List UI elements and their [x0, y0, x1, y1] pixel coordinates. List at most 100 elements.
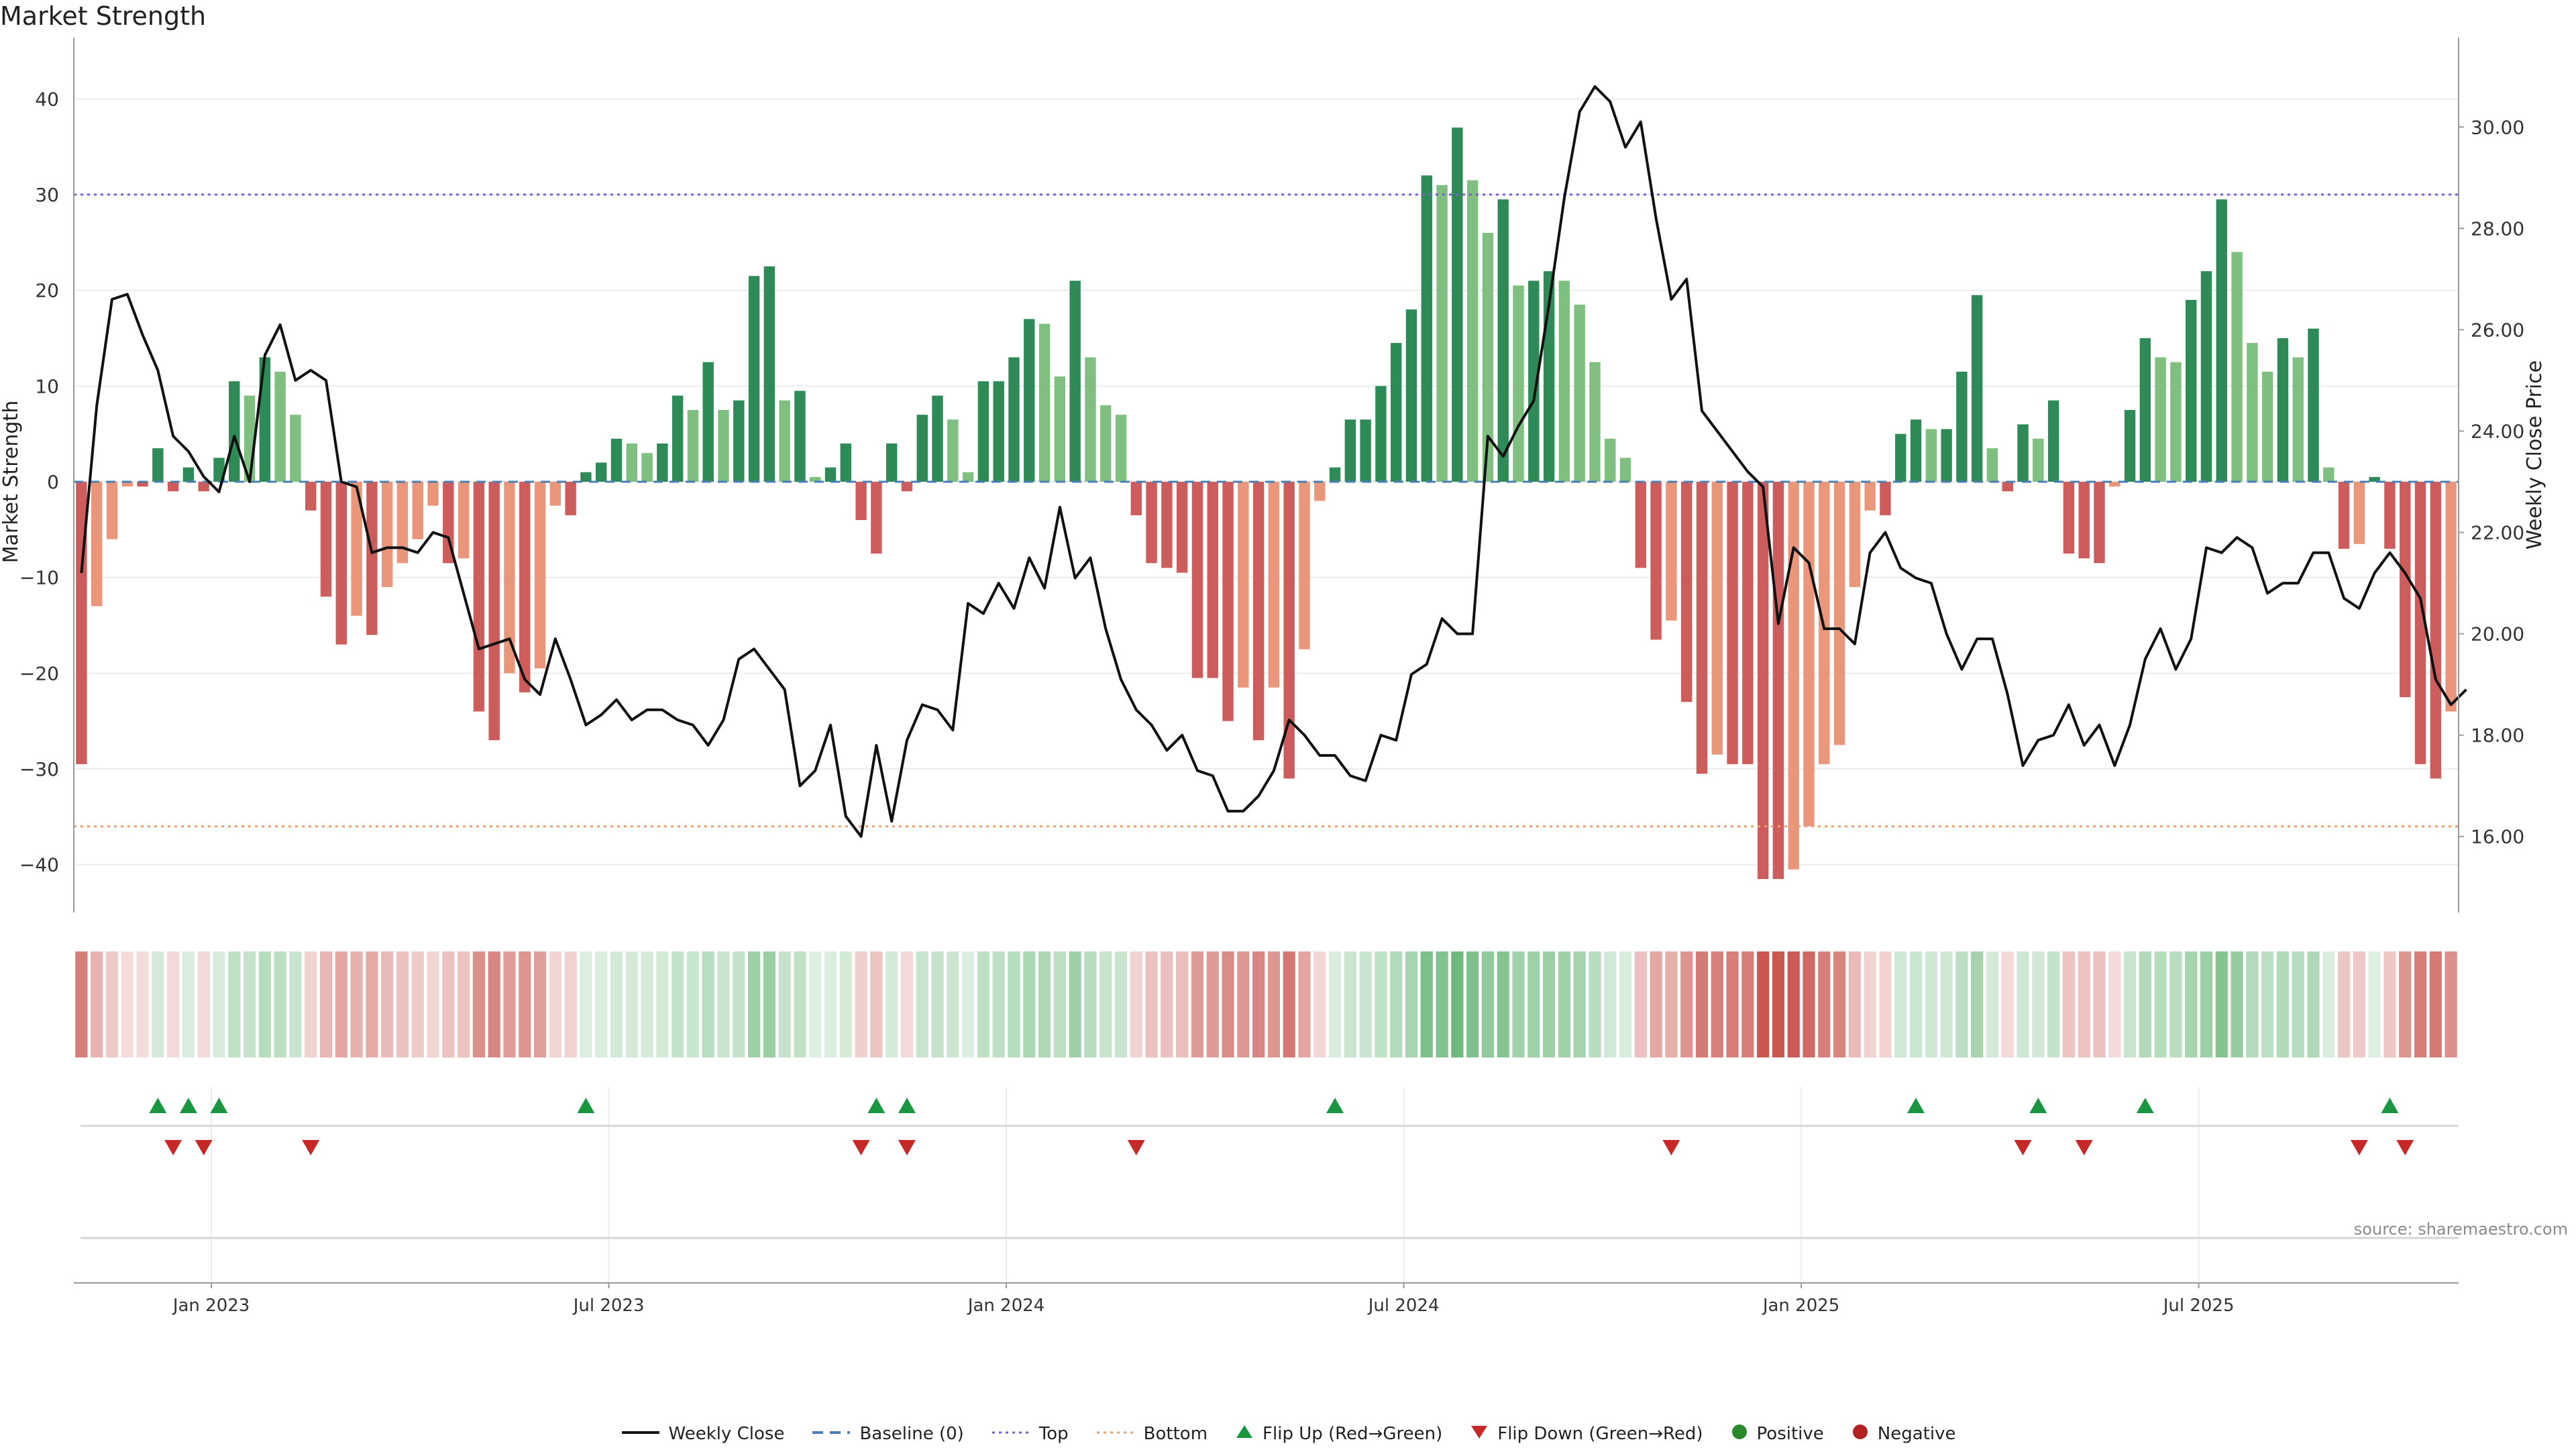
- strength-bar: [1788, 482, 1799, 870]
- strength-bar: [2231, 252, 2243, 482]
- heat-cell: [1558, 951, 1570, 1057]
- heat-cell: [488, 951, 500, 1057]
- strength-bar: [1895, 433, 1907, 482]
- heat-cell: [2292, 951, 2304, 1057]
- flip-down-marker: [2396, 1140, 2414, 1155]
- heat-cell: [2353, 951, 2365, 1057]
- strength-bar: [1680, 482, 1693, 703]
- flip-up-marker: [2136, 1098, 2154, 1113]
- strength-bar: [1421, 175, 1432, 482]
- heat-cell: [1955, 951, 1968, 1057]
- heat-cell: [1344, 951, 1356, 1057]
- strength-bar: [519, 482, 531, 692]
- heat-cell: [2337, 951, 2351, 1057]
- strength-bar: [1605, 438, 1616, 482]
- strength-bar: [1757, 482, 1769, 880]
- strength-bar: [305, 482, 317, 511]
- strength-bar: [1452, 127, 1463, 482]
- strength-bar: [718, 410, 729, 482]
- heat-cell: [136, 951, 149, 1057]
- strength-bar: [993, 381, 1004, 482]
- axes: −40 −30 −20 −10 0 10 20 30 40 16.00 18.00 20.00 22.0…: [0, 38, 2546, 1316]
- flip-markers: [149, 1098, 2414, 1155]
- heat-cell: [319, 951, 333, 1057]
- heat-cell: [1634, 951, 1647, 1057]
- flip-down-marker: [164, 1140, 182, 1155]
- heat-cell: [442, 951, 455, 1057]
- heat-cell: [182, 951, 195, 1057]
- flip-down-marker: [1127, 1140, 1145, 1155]
- heat-cell: [2078, 951, 2090, 1057]
- strength-bar: [381, 482, 393, 587]
- heat-cell: [1925, 951, 1937, 1057]
- strength-bar: [932, 395, 943, 482]
- strength-bar: [855, 482, 867, 521]
- strength-bar: [1971, 295, 1983, 482]
- strength-bar: [549, 482, 561, 506]
- heat-cell: [197, 951, 210, 1057]
- legend-label: Top: [1038, 1424, 1069, 1444]
- strength-bar: [2400, 482, 2411, 697]
- strength-bar: [1650, 482, 1662, 640]
- strength-bar: [1100, 405, 1112, 482]
- strength-bar: [2155, 357, 2166, 482]
- strength-bar: [2063, 482, 2075, 554]
- heat-cell: [1803, 951, 1815, 1057]
- heat-cell: [977, 951, 990, 1057]
- flip-down-marker: [852, 1140, 870, 1155]
- heat-cell: [1176, 951, 1189, 1057]
- legend-item-positive: Positive: [1730, 1422, 1824, 1446]
- heat-cell: [1436, 951, 1448, 1057]
- heat-cell: [1222, 951, 1234, 1057]
- strength-bars: [76, 127, 2457, 880]
- strength-bar: [1497, 199, 1509, 482]
- flip-up-marker: [2381, 1098, 2399, 1113]
- strength-bar: [779, 400, 790, 482]
- heat-cell: [2399, 951, 2412, 1057]
- strength-bar: [1130, 482, 1142, 515]
- heat-cell: [533, 951, 547, 1057]
- strength-bar: [229, 381, 240, 482]
- strength-bar: [2109, 482, 2121, 487]
- heat-cell: [305, 951, 317, 1057]
- flip-down-marker: [2350, 1140, 2368, 1155]
- legend-label: Flip Up (Red→Green): [1263, 1424, 1443, 1444]
- heat-cell: [350, 951, 363, 1057]
- heat-cell: [427, 951, 439, 1057]
- strength-bar: [1054, 376, 1066, 482]
- strength-bar: [290, 415, 301, 482]
- heat-cell: [2032, 951, 2045, 1057]
- triangle-up-icon: [1234, 1423, 1254, 1445]
- legend-item-bottom: Bottom: [1095, 1424, 1208, 1444]
- strength-bar: [1513, 285, 1524, 482]
- heat-cell: [1527, 951, 1540, 1057]
- strength-bar: [1696, 482, 1708, 774]
- strength-bar: [1161, 482, 1173, 568]
- strength-bar: [1115, 415, 1127, 482]
- flip-down-marker: [2075, 1140, 2093, 1155]
- strength-bar: [1528, 280, 1540, 482]
- heat-cell: [1084, 951, 1097, 1057]
- strength-bar: [2124, 410, 2136, 482]
- heat-cell: [472, 951, 486, 1057]
- heat-cell: [381, 951, 394, 1057]
- heat-cell: [2368, 951, 2381, 1057]
- heat-cell: [243, 951, 256, 1057]
- heat-cell: [1604, 951, 1617, 1057]
- heat-cell: [2062, 951, 2076, 1057]
- strength-bar: [2292, 357, 2304, 482]
- heat-cell: [870, 951, 883, 1057]
- strength-bar: [1925, 429, 1937, 482]
- strength-bar: [610, 438, 623, 482]
- strength-bar: [2353, 482, 2365, 544]
- heat-cell: [1283, 951, 1295, 1057]
- strength-bar: [1849, 482, 1861, 587]
- strength-bar: [2384, 482, 2396, 549]
- heat-cell: [900, 951, 914, 1057]
- y-tick-label: 40: [35, 88, 59, 110]
- heat-cell: [1206, 951, 1219, 1057]
- strength-bar: [1466, 180, 1479, 482]
- strength-bar: [2338, 482, 2350, 549]
- heat-cell: [2093, 951, 2106, 1057]
- heat-cell: [1619, 951, 1632, 1057]
